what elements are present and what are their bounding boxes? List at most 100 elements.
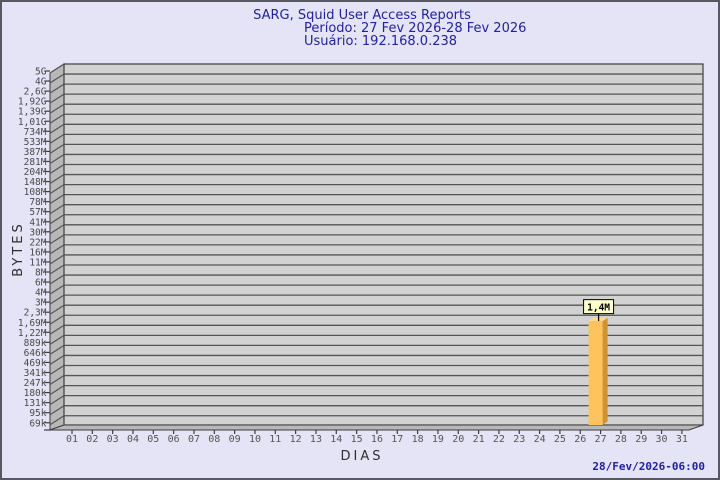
x-tick-label: 27 <box>595 434 607 445</box>
y-tick-label: 387M <box>24 147 47 158</box>
y-tick-label: 247k <box>24 378 47 389</box>
axis-connector <box>49 204 65 215</box>
x-tick-label: 31 <box>676 434 688 445</box>
x-tick-label: 18 <box>412 434 424 445</box>
axis-connector <box>49 274 65 285</box>
y-tick-label: 533M <box>24 137 47 148</box>
x-tick-label: 11 <box>269 434 281 445</box>
y-tick-label: 1,69M <box>18 318 47 329</box>
x-tick-label: 30 <box>656 434 668 445</box>
axis-connector <box>49 184 65 195</box>
y-tick-label: 3M <box>35 298 47 309</box>
y-tick-label: 889k <box>24 338 47 349</box>
y-tick-label: 16M <box>29 247 46 258</box>
x-tick-label: 06 <box>168 434 180 445</box>
y-tick-label: 204M <box>24 167 47 178</box>
axis-connector <box>49 284 65 295</box>
y-tick-label: 1,92G <box>18 97 47 108</box>
x-tick-label: 23 <box>513 434 525 445</box>
x-tick-label: 15 <box>351 434 363 445</box>
x-tick-label: 19 <box>432 434 444 445</box>
x-tick-label: 17 <box>391 434 403 445</box>
x-tick-label: 08 <box>208 434 220 445</box>
axis-connector <box>49 93 65 104</box>
x-tick-label: 02 <box>86 434 98 445</box>
x-tick-label: 05 <box>147 434 159 445</box>
y-tick-label: 1,01G <box>18 117 47 128</box>
axis-connector <box>49 314 65 325</box>
x-tick-label: 16 <box>371 434 383 445</box>
axis-connector <box>49 294 65 305</box>
y-tick-label: 69k <box>29 418 46 429</box>
y-tick-label: 95k <box>29 408 46 419</box>
y-tick-label: 11M <box>29 257 46 268</box>
axis-connector <box>49 395 65 406</box>
x-tick-label: 25 <box>554 434 566 445</box>
axis-connector <box>49 123 65 134</box>
y-tick-label: 41M <box>29 217 46 228</box>
y-tick-label: 2,6G <box>24 87 47 98</box>
y-tick-label: 734M <box>24 127 47 138</box>
report-period: Período: 27 Fev 2026-28 Fev 2026 <box>304 21 527 36</box>
x-axis-title: DIAS <box>340 449 384 464</box>
x-tick-label: 07 <box>188 434 200 445</box>
y-tick-label: 6M <box>35 278 47 289</box>
axis-connector <box>49 163 65 175</box>
axis-connector <box>49 224 65 235</box>
axis-connector <box>49 174 65 185</box>
axis-connector <box>49 234 65 245</box>
report-title: SARG, Squid User Access Reports <box>253 8 471 23</box>
y-tick-label: 22M <box>29 237 46 248</box>
axis-connector <box>49 375 65 386</box>
y-tick-label: 646k <box>24 348 47 359</box>
y-tick-label: 57M <box>29 207 46 218</box>
x-tick-label: 04 <box>127 434 139 445</box>
x-tick-label: 14 <box>330 434 342 445</box>
axis-connector <box>49 364 65 376</box>
axis-connector <box>49 415 65 426</box>
axis-connector <box>49 344 65 355</box>
axis-connector <box>49 133 65 144</box>
axis-connector <box>49 153 65 164</box>
x-tick-label: 28 <box>615 434 627 445</box>
x-tick-label: 29 <box>635 434 647 445</box>
y-tick-label: 30M <box>29 227 46 238</box>
x-tick-label: 13 <box>310 434 322 445</box>
x-tick-label: 01 <box>66 434 78 445</box>
y-tick-label: 5G <box>35 67 47 78</box>
y-tick-label: 1,22M <box>18 328 47 339</box>
y-tick-label: 4G <box>35 77 47 88</box>
y-tick-label: 180k <box>24 388 47 399</box>
y-tick-label: 4M <box>35 288 47 299</box>
floor <box>49 424 704 431</box>
axis-connector <box>49 264 65 275</box>
axis-connector <box>49 385 65 396</box>
x-tick-label: 26 <box>574 434 586 445</box>
data-bar-front <box>588 321 603 425</box>
axis-connector <box>49 334 65 345</box>
axis-connector <box>49 113 65 124</box>
axis-connector <box>49 324 65 335</box>
bar-value-label: 1,4M <box>587 302 610 313</box>
y-tick-label: 148M <box>24 177 47 188</box>
y-tick-label: 1,39G <box>18 107 47 118</box>
x-tick-label: 03 <box>107 434 119 445</box>
report-timestamp: 28/Fev/2026-06:00 <box>592 460 705 473</box>
axis-connector <box>49 254 65 265</box>
axis-connector <box>49 405 65 416</box>
x-tick-label: 22 <box>493 434 505 445</box>
axis-connector <box>49 304 65 315</box>
y-tick-label: 8M <box>35 268 47 279</box>
axis-connector <box>49 103 65 114</box>
data-bar-side <box>602 317 608 425</box>
x-tick-label: 10 <box>249 434 261 445</box>
x-tick-label: 24 <box>534 434 546 445</box>
axis-connector <box>49 244 65 255</box>
y-tick-label: 281M <box>24 157 47 168</box>
report-user: Usuário: 192.168.0.238 <box>304 34 458 49</box>
axis-connector <box>49 73 65 84</box>
y-tick-label: 2,3M <box>24 308 47 319</box>
y-tick-label: 108M <box>24 187 47 198</box>
